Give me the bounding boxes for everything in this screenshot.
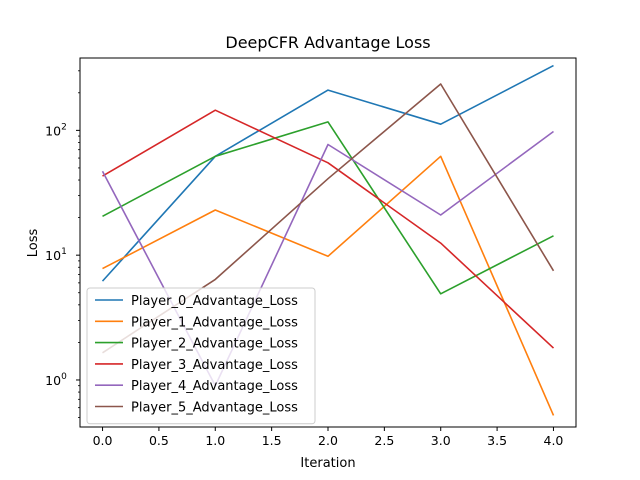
chart-title: DeepCFR Advantage Loss — [225, 33, 430, 52]
y-axis-label: Loss — [26, 229, 41, 258]
legend: Player_0_Advantage_Loss Player_1_Advantag… — [86, 287, 316, 425]
y-tick-label: 101 — [45, 247, 67, 263]
legend-label-player-2: Player_2_Advantage_Loss — [131, 337, 298, 352]
y-tick-exponent: 2 — [61, 122, 67, 132]
x-tick-label: 0.5 — [149, 433, 169, 448]
y-tick-exponent: 1 — [61, 247, 67, 257]
x-tick-label: 0.0 — [93, 433, 113, 448]
legend-label-player-5: Player_5_Advantage_Loss — [131, 401, 298, 416]
x-axis: 0.0 0.5 1.0 1.5 2.0 2.5 3.0 3.5 4.0 — [93, 427, 564, 448]
y-tick-base: 10 — [45, 373, 61, 388]
x-tick-label: 1.5 — [262, 433, 282, 448]
x-axis-label: Iteration — [300, 456, 355, 471]
legend-label-player-3: Player_3_Advantage_Loss — [131, 358, 298, 373]
plot-area — [101, 64, 555, 416]
y-tick-exponent: 0 — [61, 372, 67, 382]
series-line-player-3 — [102, 109, 555, 349]
legend-label-player-0: Player_0_Advantage_Loss — [131, 294, 298, 309]
x-tick-label: 4.0 — [544, 433, 564, 448]
y-tick-base: 10 — [45, 123, 61, 138]
x-tick-label: 2.5 — [374, 433, 394, 448]
legend-box — [86, 287, 316, 425]
series-line-player-1 — [102, 155, 555, 416]
series-layer — [101, 64, 555, 416]
x-tick-label: 2.0 — [318, 433, 338, 448]
x-tick-label: 3.0 — [431, 433, 451, 448]
legend-label-player-1: Player_1_Advantage_Loss — [131, 315, 298, 330]
series-line-player-2 — [102, 121, 554, 295]
y-tick-label: 102 — [45, 122, 67, 138]
x-tick-label: 3.5 — [487, 433, 507, 448]
x-tick-label: 1.0 — [205, 433, 225, 448]
series-line-player-0 — [101, 64, 554, 282]
legend-label-player-4: Player_4_Advantage_Loss — [131, 379, 298, 394]
y-tick-label: 100 — [45, 372, 67, 388]
y-tick-base: 10 — [45, 248, 61, 263]
